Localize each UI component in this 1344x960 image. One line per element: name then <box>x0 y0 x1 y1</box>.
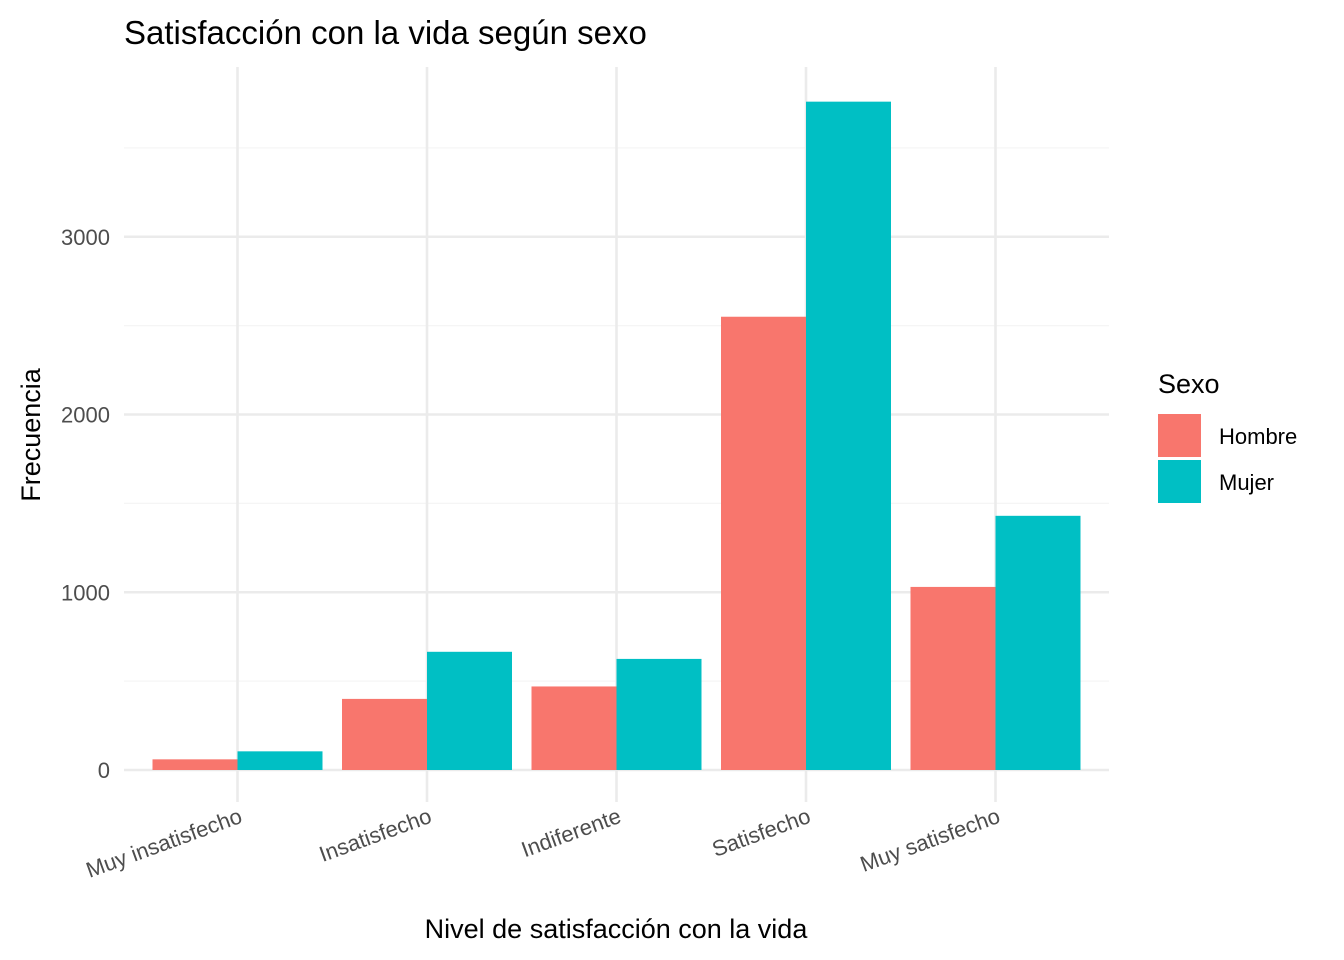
bar-hombre-4 <box>910 586 996 770</box>
x-tick-label: Satisfecho <box>709 803 814 862</box>
bar-mujer-0 <box>237 751 323 770</box>
bar-hombre-2 <box>531 686 617 770</box>
bars <box>152 101 1081 770</box>
legend-key-hombre <box>1158 414 1201 457</box>
bar-hombre-0 <box>152 759 238 770</box>
bar-mujer-4 <box>995 515 1081 770</box>
legend-key-mujer <box>1158 460 1201 503</box>
y-tick-label: 0 <box>98 758 110 783</box>
y-tick-label: 3000 <box>61 225 110 250</box>
x-tick-label: Indiferente <box>518 803 624 862</box>
x-axis-ticks: Muy insatisfecho Insatisfecho Indiferente S… <box>83 803 1004 883</box>
y-tick-label: 2000 <box>61 403 110 428</box>
y-axis-ticks: 0 1000 2000 3000 <box>61 225 110 783</box>
bar-mujer-2 <box>616 658 702 770</box>
legend: Sexo Hombre Mujer <box>1158 369 1297 503</box>
legend-label-mujer: Mujer <box>1219 470 1274 495</box>
bar-mujer-3 <box>806 101 891 770</box>
x-tick-label: Insatisfecho <box>316 803 435 867</box>
legend-title: Sexo <box>1158 369 1220 399</box>
bar-hombre-1 <box>342 698 427 770</box>
bar-hombre-3 <box>721 316 806 770</box>
x-tick-label: Muy satisfecho <box>857 803 1003 877</box>
legend-label-hombre: Hombre <box>1219 424 1297 449</box>
bar-mujer-1 <box>427 651 512 770</box>
y-axis-title: Frecuencia <box>16 367 46 502</box>
chart-title: Satisfacción con la vida según sexo <box>124 14 647 51</box>
y-tick-label: 1000 <box>61 580 110 605</box>
x-tick-label: Muy insatisfecho <box>83 803 246 883</box>
x-axis-title: Nivel de satisfacción con la vida <box>425 914 809 944</box>
